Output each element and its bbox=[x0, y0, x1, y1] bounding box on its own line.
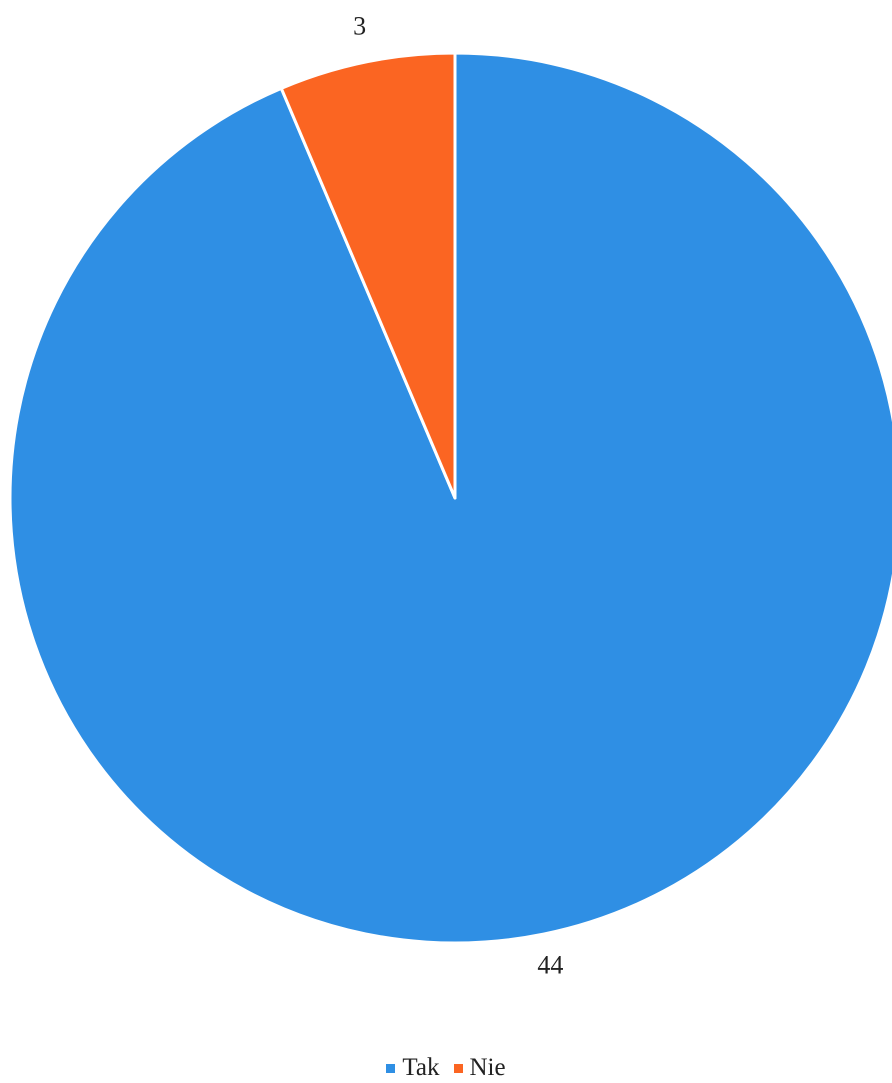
pie-slice-tak bbox=[8, 51, 892, 945]
chart-legend: Tak Nie bbox=[0, 1054, 892, 1082]
legend-swatch-nie bbox=[453, 1063, 463, 1073]
legend-swatch-tak bbox=[386, 1063, 396, 1073]
legend-item-nie: Nie bbox=[453, 1054, 506, 1082]
pie-data-labels: 44 3 bbox=[353, 12, 563, 980]
pie-slices bbox=[8, 51, 892, 945]
data-label-tak: 44 bbox=[537, 950, 563, 979]
pie-slice-nie bbox=[279, 51, 457, 500]
data-label-nie: 3 bbox=[353, 12, 366, 41]
legend-label-tak: Tak bbox=[402, 1054, 440, 1081]
legend-item-tak: Tak bbox=[386, 1054, 440, 1082]
legend-label-nie: Nie bbox=[469, 1054, 506, 1081]
